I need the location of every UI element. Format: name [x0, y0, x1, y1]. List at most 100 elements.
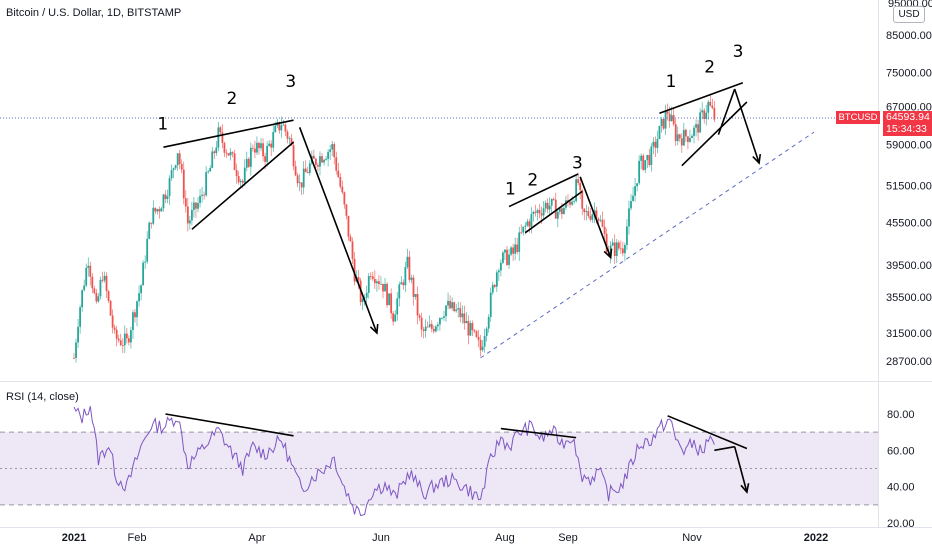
candle-body [213, 151, 216, 154]
wedge2-upper [508, 173, 579, 208]
candle-body [99, 279, 102, 297]
candle-body [526, 221, 529, 226]
candle-body [170, 170, 173, 179]
time-axis: 2021 Feb Apr Jun Aug Sep Nov 2022 [62, 532, 828, 544]
candle-body [569, 201, 571, 205]
candle-body [656, 139, 659, 148]
candle-body [292, 145, 295, 167]
candle-body [333, 144, 336, 158]
candle-body [400, 282, 403, 285]
candle-body [410, 277, 413, 280]
price-tick-label: 51500.00 [886, 180, 932, 192]
candle-body [682, 129, 685, 146]
candle-body [249, 147, 252, 167]
candle-body [319, 156, 321, 167]
candle-body [713, 108, 716, 120]
candle-body [430, 324, 433, 329]
candle-body [485, 328, 488, 336]
candle-body [412, 277, 415, 297]
candle-body [160, 208, 163, 212]
candle-body [209, 167, 212, 172]
candle-body [363, 297, 366, 299]
candle-body [373, 278, 376, 284]
candle-body [231, 152, 234, 154]
candle-body [235, 169, 238, 177]
candle-body [658, 125, 661, 140]
wave-label: 1 [505, 179, 516, 199]
last-price-badge: 64593.94 15:34:33 [883, 111, 932, 136]
candle-body [125, 333, 128, 339]
candle-body [121, 345, 124, 346]
candle-body [225, 152, 228, 154]
candle-body [174, 165, 177, 169]
candle-body [85, 267, 88, 286]
candle-body [375, 281, 378, 284]
candle-body [424, 326, 427, 331]
candle-body [321, 156, 323, 163]
candle-body [369, 276, 372, 277]
candle-body [260, 143, 262, 149]
candle-body [109, 300, 112, 316]
candle-body [473, 330, 476, 332]
rsi-tick-label: 40.00 [887, 482, 915, 494]
candle-body [158, 209, 161, 212]
candle-body [103, 275, 106, 281]
candle-body [550, 198, 553, 206]
candle-body [215, 147, 218, 154]
time-tick-label: Sep [558, 532, 578, 544]
candle-body [475, 331, 478, 337]
candle-body [315, 158, 317, 165]
support-trendline [480, 131, 815, 359]
candle-body [130, 330, 132, 343]
candle-body [646, 154, 649, 161]
rsi-divergence-3 [667, 415, 748, 450]
candle-body [144, 261, 147, 263]
candle-body [554, 199, 557, 219]
candle-body [436, 324, 439, 327]
candle-body [347, 215, 350, 237]
candle-body [534, 211, 537, 213]
rsi-arrow [733, 446, 748, 493]
grid [0, 0, 932, 528]
candle-body [111, 315, 114, 328]
candle-body [648, 154, 651, 166]
currency-selector[interactable]: USD [893, 6, 925, 23]
candle-body [396, 298, 399, 315]
candle-body [237, 176, 240, 183]
candle-body [146, 238, 149, 262]
candle-body [670, 115, 673, 122]
candle-body [357, 277, 360, 281]
rsi-panel [0, 406, 878, 517]
candle-body [386, 283, 388, 306]
wave-label: 3 [285, 72, 296, 92]
candle-body [280, 125, 283, 131]
candle-body [640, 155, 643, 161]
candle-body [542, 208, 545, 216]
wedge2-arrow [579, 176, 612, 258]
rsi-divergence-3b [714, 445, 735, 452]
candle-body [205, 172, 208, 196]
candle-body [79, 307, 81, 327]
candle-body [266, 145, 269, 162]
price-tick-label: 45500.00 [886, 218, 932, 230]
candle-body [221, 132, 224, 144]
candle-body [575, 179, 578, 201]
candle-body [150, 222, 153, 224]
candle-body [518, 232, 521, 252]
candle-body [461, 313, 464, 318]
wave-label: 2 [226, 89, 237, 109]
rsi-tick-label: 80.00 [887, 409, 915, 421]
candle-body [560, 208, 563, 215]
wave-label: 2 [704, 58, 715, 78]
candle-body [296, 175, 299, 184]
candle-body [138, 293, 140, 302]
candle-body [630, 201, 632, 209]
wedge3-arrow-head [752, 153, 762, 165]
wedge1-arrow [298, 127, 378, 334]
candle-body [178, 153, 181, 165]
candle-body [256, 142, 258, 153]
wave-label: 2 [527, 170, 538, 190]
candle-body [304, 168, 307, 173]
price-tick-label: 35500.00 [886, 292, 932, 304]
candle-body [107, 291, 110, 301]
